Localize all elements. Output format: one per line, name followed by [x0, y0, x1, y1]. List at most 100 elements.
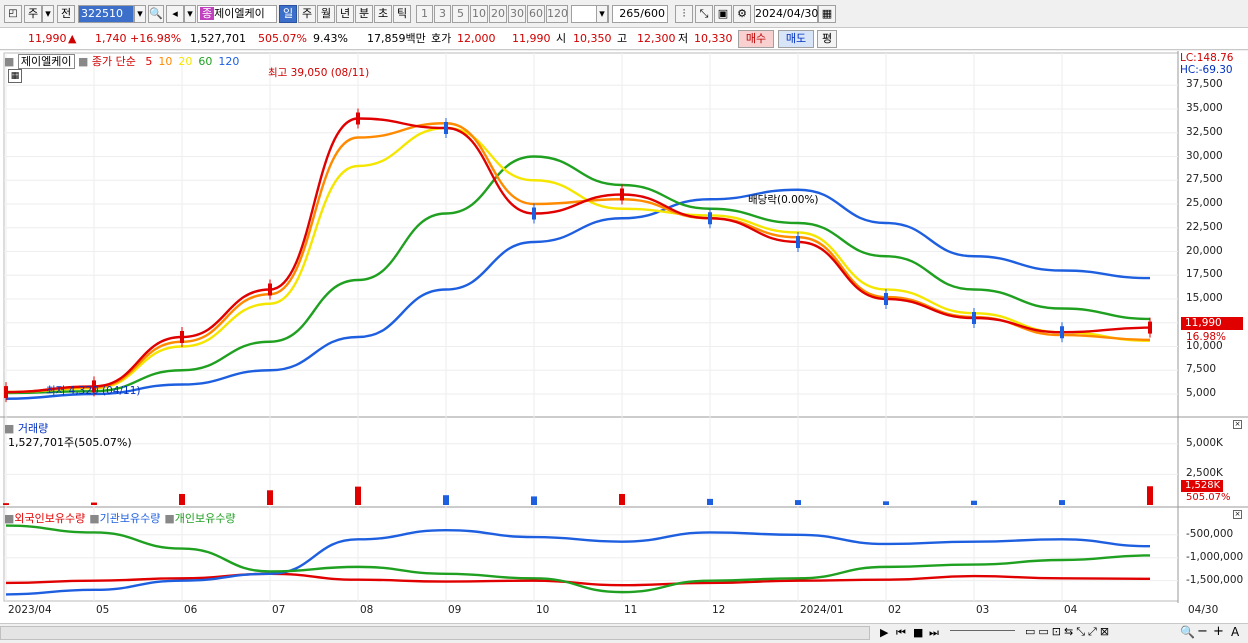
interval-tab-10[interactable]: 10: [470, 5, 488, 23]
grid-toggle-icon[interactable]: ▦: [8, 69, 22, 83]
last-price-tag: 11,990: [1181, 317, 1243, 330]
legend-ma-120: 120: [218, 55, 240, 68]
draw-tool-icon[interactable]: ⤡: [695, 5, 713, 23]
interval-tab-5[interactable]: 5: [452, 5, 469, 23]
period-tab-3[interactable]: 년: [336, 5, 354, 23]
quote-bar: 11,990 ▲ 1,740 +16.98% 1,527,701 505.07%…: [0, 28, 1248, 50]
x-tick: 02: [888, 604, 902, 616]
close-icon[interactable]: ×: [1233, 510, 1242, 519]
volume-legend: ■ 거래량: [4, 420, 48, 436]
count-value: 265: [619, 7, 641, 20]
period-tab-2[interactable]: 월: [317, 5, 335, 23]
event-marker: 배당락(0.00%): [748, 194, 819, 206]
date-field[interactable]: 2024/04/30: [754, 5, 818, 23]
low-price: 10,330: [694, 32, 733, 45]
type-select[interactable]: 전: [57, 5, 75, 23]
market-select[interactable]: 주: [24, 5, 42, 23]
lc-label: LC:148.76: [1180, 52, 1234, 64]
scroll-right-icon[interactable]: ▶: [880, 626, 889, 639]
price-y-tick: 22,500: [1186, 220, 1223, 233]
interval-tab-3[interactable]: 3: [434, 5, 451, 23]
holdings-y-tick: -1,500,000: [1186, 573, 1244, 586]
fast-forward-icon[interactable]: ⏭: [929, 626, 939, 639]
current-price: 11,990: [28, 32, 67, 45]
legend-ma-60: 60: [198, 55, 213, 68]
market-label: 주: [27, 7, 39, 20]
window-menu-icon[interactable]: ◰: [4, 5, 22, 23]
volume-bar: [91, 502, 97, 505]
chart-area[interactable]: ■ 제이엘케이 ■ 종가 단순 5 10 20 60 120 ▦ LC:148.76 H…: [0, 51, 1248, 623]
volume-bar: [707, 498, 713, 505]
legend-stock-name[interactable]: 제이엘케이: [17, 54, 75, 69]
open-price: 10,350: [573, 32, 612, 45]
candle-body: [620, 188, 624, 201]
chart-tools-icons[interactable]: ▭▭⊡⇆⤡⤢⊠: [1025, 625, 1113, 638]
period-tab-4[interactable]: 분: [355, 5, 373, 23]
period-tab-1[interactable]: 주: [298, 5, 316, 23]
font-size-icon[interactable]: A: [1231, 625, 1240, 639]
volume-title: 거래량: [17, 422, 49, 435]
period-tab-0[interactable]: 일: [279, 5, 297, 23]
period-tab-5[interactable]: 초: [374, 5, 392, 23]
x-tick: 12: [712, 604, 726, 616]
interval-tab-1[interactable]: 1: [416, 5, 433, 23]
price-y-tick: 15,000: [1186, 292, 1223, 304]
volume-value: 1,527,701: [190, 32, 246, 45]
code-dropdown-icon[interactable]: ▾: [134, 5, 146, 23]
x-tick: 2024/01: [800, 604, 844, 616]
search-icon[interactable]: 🔍: [148, 5, 164, 23]
count-max: /600: [640, 7, 665, 20]
count-field[interactable]: 265/600: [612, 5, 668, 23]
legend-bullet-icon: ■: [78, 55, 89, 68]
stop-icon[interactable]: ■: [913, 626, 924, 639]
interval-tab-60[interactable]: 60: [527, 5, 545, 23]
price-y-tick: 35,000: [1186, 102, 1223, 114]
x-tick: 09: [448, 604, 462, 616]
interval-tab-120[interactable]: 120: [546, 5, 568, 23]
interval-dropdown-icon[interactable]: ▾: [596, 5, 608, 23]
candle-body: [356, 112, 360, 125]
zoom-icon[interactable]: 🔍: [1180, 625, 1195, 639]
x-tick: 2023/04: [8, 604, 52, 616]
interval-tab-20[interactable]: 20: [489, 5, 507, 23]
speaker-dropdown-icon[interactable]: ▾: [184, 5, 196, 23]
volume-value: 1,527,701주(505.07%): [8, 436, 132, 449]
holdings-legend-item: 외국인보유수량: [14, 512, 86, 525]
holdings-line: [5, 528, 1151, 596]
chart-canvas[interactable]: [0, 51, 1248, 623]
volume-bar: [619, 493, 625, 505]
x-tick: 11: [624, 604, 638, 616]
price-y-tick: 25,000: [1186, 197, 1223, 209]
x-tick: 05: [96, 604, 110, 616]
close-icon[interactable]: ×: [1233, 420, 1242, 429]
legend-bullet-icon: ■: [89, 512, 100, 525]
buy-button[interactable]: 매수: [738, 30, 774, 48]
save-icon[interactable]: ▣: [714, 5, 732, 23]
calendar-icon[interactable]: ▦: [818, 5, 836, 23]
gear-icon[interactable]: ⚙: [733, 5, 751, 23]
volume-bar: [971, 500, 977, 505]
ma-line-20: [5, 126, 1151, 394]
x-tick: 08: [360, 604, 374, 616]
bottom-toolbar: ▶ ⏮ ■ ⏭ ▭▭⊡⇆⤡⤢⊠ 🔍 − + A: [0, 623, 1248, 643]
zoom-out-icon[interactable]: −: [1197, 624, 1208, 639]
zoom-slider[interactable]: [950, 630, 1015, 634]
code-input[interactable]: 322510: [78, 5, 134, 23]
price-y-tick: 20,000: [1186, 244, 1223, 257]
period-tab-6[interactable]: 틱: [393, 5, 411, 23]
stock-badge-icon: 종: [200, 7, 215, 20]
price-y-tick: 5,000: [1186, 387, 1217, 399]
sell-button[interactable]: 매도: [778, 30, 814, 48]
eval-button[interactable]: 평: [817, 30, 837, 48]
market-dropdown-icon[interactable]: ▾: [42, 5, 54, 23]
rewind-icon[interactable]: ⏮: [896, 626, 906, 639]
candle-type-icon[interactable]: ⫶: [675, 5, 693, 23]
stock-name-field: 종 제이엘케이: [197, 5, 277, 23]
interval-tab-30[interactable]: 30: [508, 5, 526, 23]
legend-ma-10: 10: [158, 55, 173, 68]
candle-body: [1060, 326, 1064, 339]
speaker-icon[interactable]: ◂: [166, 5, 184, 23]
horizontal-scrollbar[interactable]: [0, 626, 870, 640]
zoom-in-icon[interactable]: +: [1213, 624, 1224, 639]
